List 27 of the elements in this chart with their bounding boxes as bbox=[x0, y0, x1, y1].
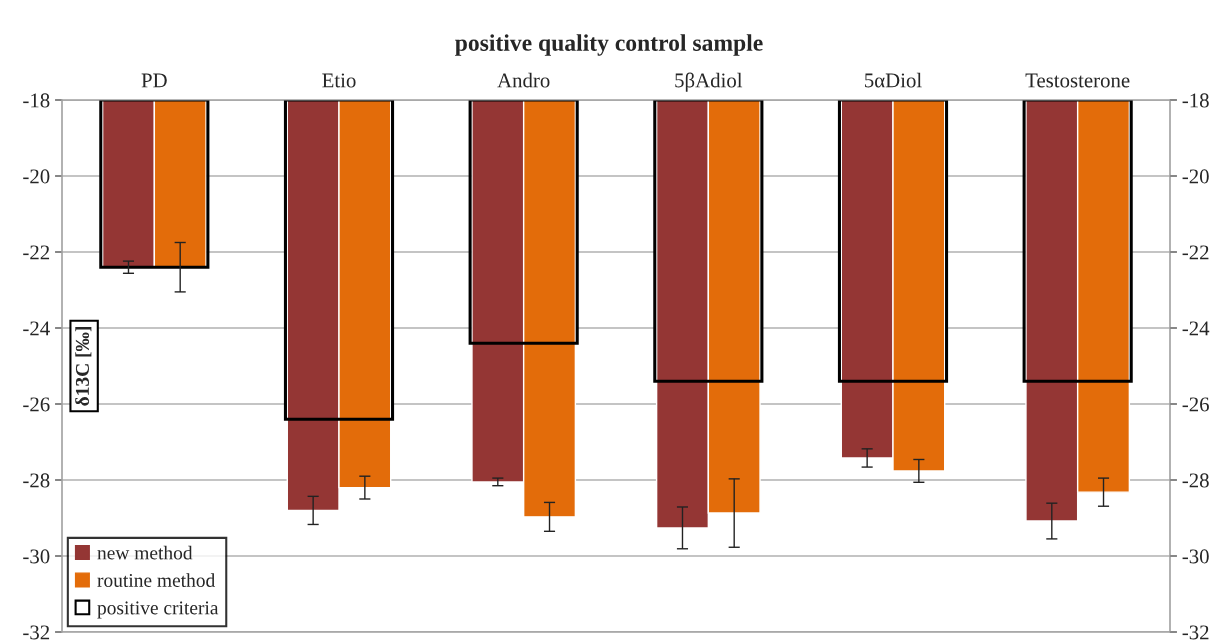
x-tick-label: 5βAdiol bbox=[675, 72, 743, 92]
x-tick-label: Testosterone bbox=[1025, 73, 1130, 88]
y2-tick-label: -26 bbox=[1182, 397, 1209, 412]
y-tick-label: -22 bbox=[23, 245, 50, 260]
x-tick-label: Etio bbox=[322, 73, 356, 88]
y-tick-label: -20 bbox=[23, 169, 50, 184]
y2-tick-label: -30 bbox=[1182, 549, 1209, 564]
chart-title: positive quality control sample bbox=[455, 34, 763, 56]
legend-label: positive criteria bbox=[97, 601, 219, 619]
y2-tick-label: -20 bbox=[1182, 169, 1209, 184]
x-tick-label: Andro bbox=[497, 72, 550, 88]
y-tick-label: -18 bbox=[23, 93, 50, 108]
y-tick-label: -30 bbox=[23, 549, 50, 564]
legend-label: new method bbox=[97, 545, 193, 560]
y2-tick-label: -28 bbox=[1182, 473, 1209, 488]
y-tick-label: -28 bbox=[23, 473, 50, 488]
legend-label: routine method bbox=[97, 573, 216, 587]
y-axis-title: δ13C [‰] bbox=[75, 327, 92, 406]
y2-tick-label: -18 bbox=[1182, 93, 1209, 108]
x-tick-label: PD bbox=[141, 73, 167, 88]
y2-tick-label: -24 bbox=[1182, 321, 1210, 336]
y-tick-label: -26 bbox=[23, 397, 50, 412]
y2-tick-label: -22 bbox=[1182, 245, 1209, 260]
y-tick-label: -24 bbox=[23, 321, 50, 336]
x-tick-label: 5αDiol bbox=[865, 72, 922, 88]
y-tick-label: -32 bbox=[23, 625, 50, 640]
y2-tick-label: -32 bbox=[1182, 625, 1209, 640]
